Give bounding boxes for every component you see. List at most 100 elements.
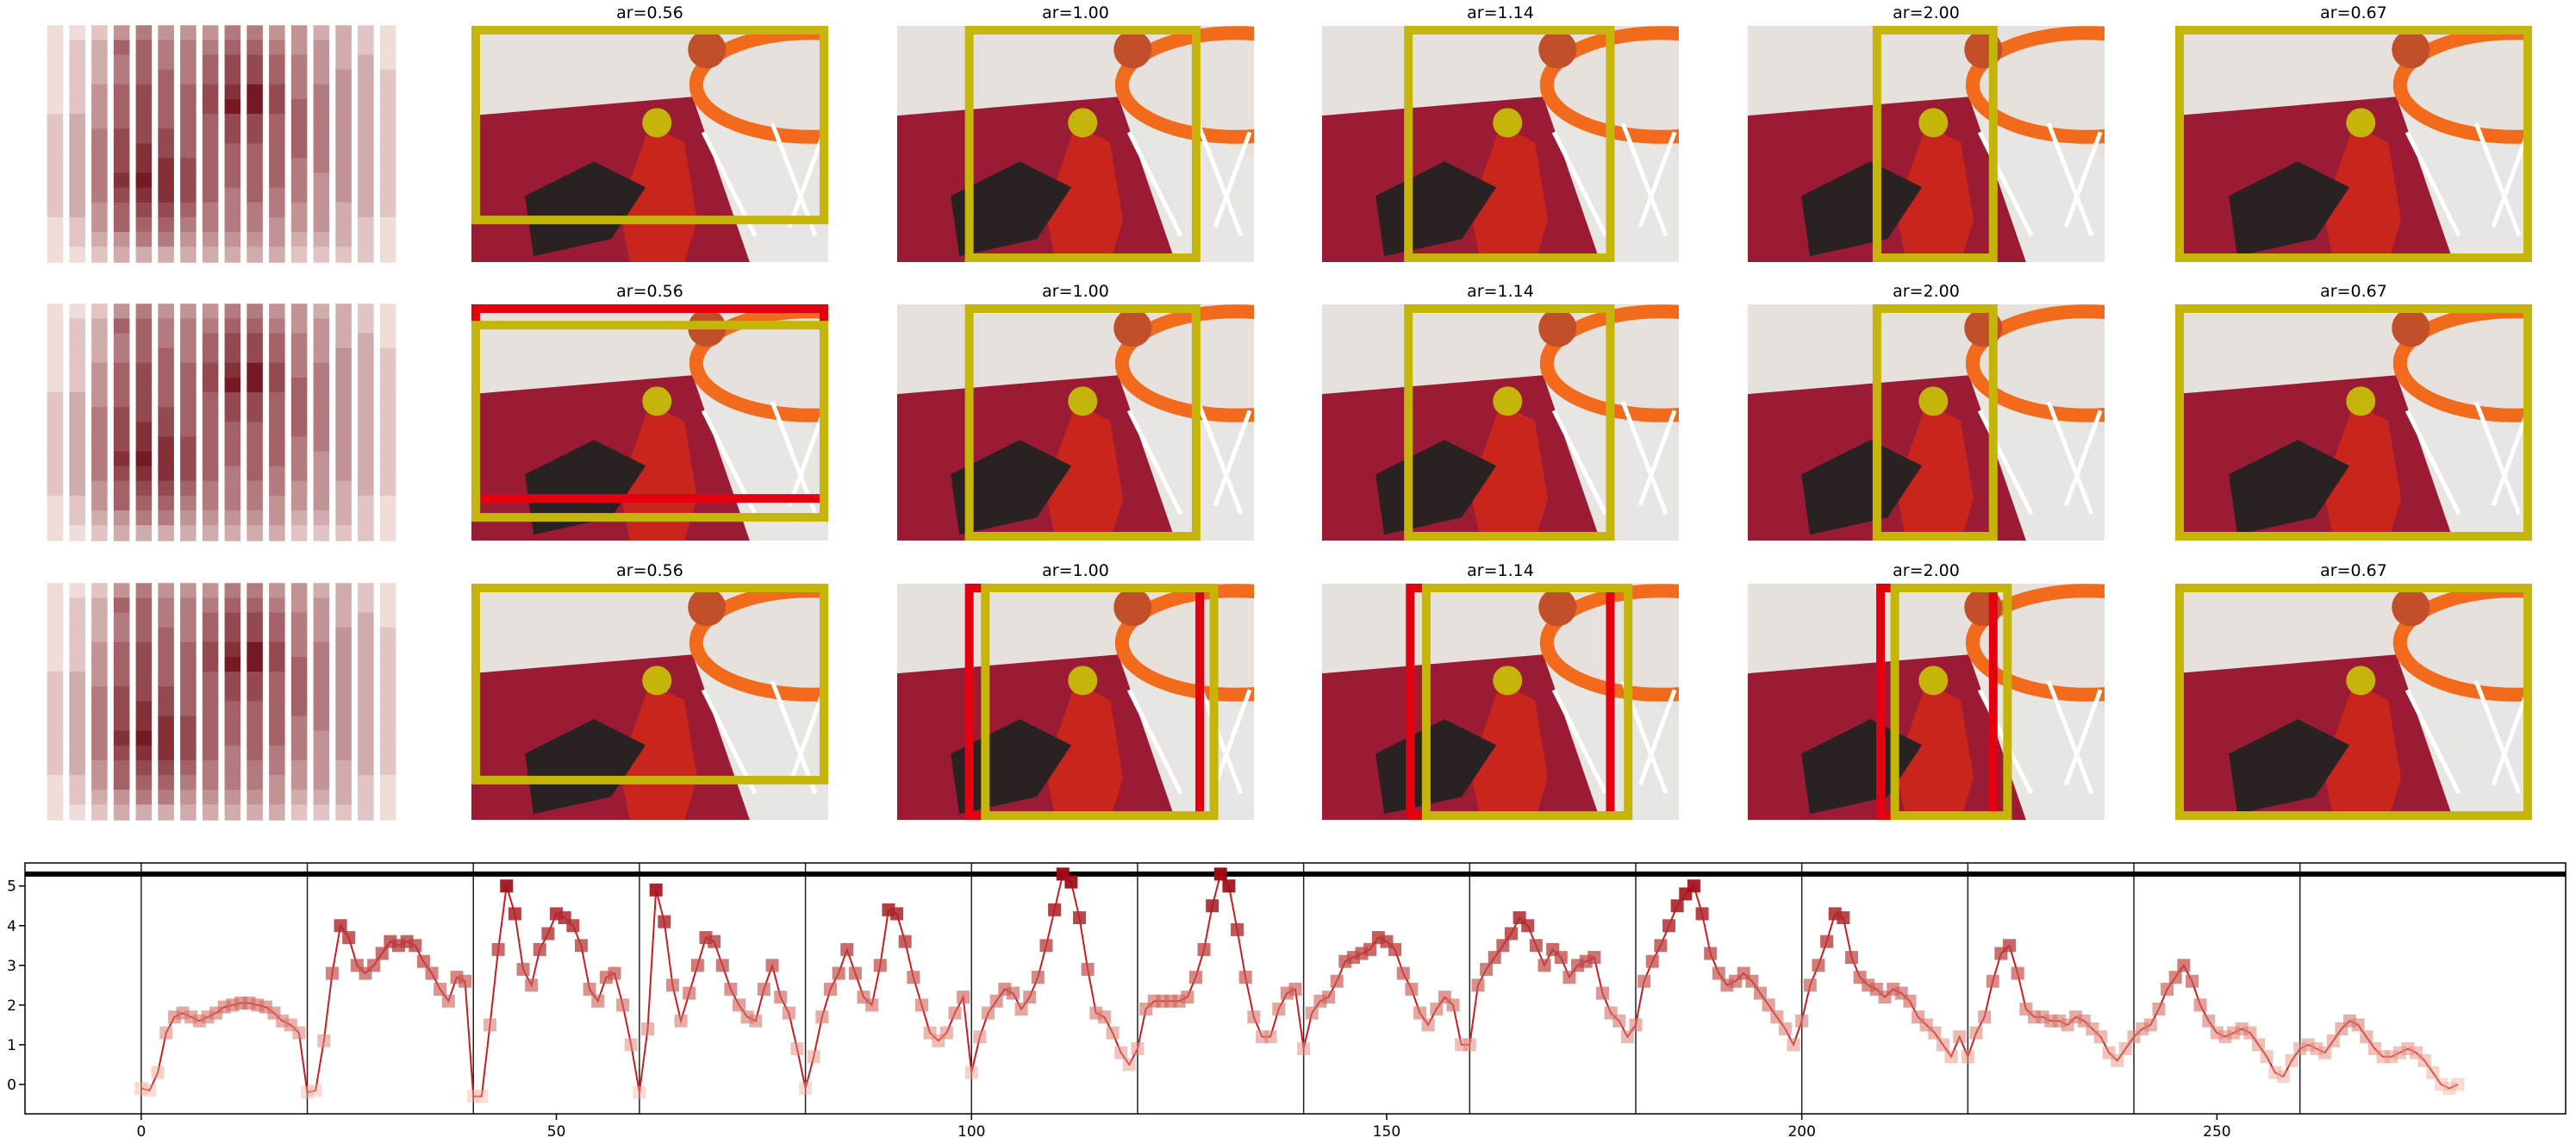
heatmap-cell xyxy=(91,672,108,688)
data-marker xyxy=(1421,1018,1435,1032)
heatmap xyxy=(47,583,396,821)
net xyxy=(2404,680,2530,795)
heatmap-cell xyxy=(91,774,108,791)
heatmap-cell xyxy=(113,202,130,219)
ball xyxy=(688,30,727,69)
data-marker xyxy=(416,954,430,968)
heatmap-cell xyxy=(379,128,396,145)
data-marker xyxy=(334,919,347,933)
heatmap-cell xyxy=(91,362,108,379)
heatmap-cell xyxy=(224,362,241,379)
data-marker xyxy=(508,907,521,921)
heatmap-cell xyxy=(113,716,130,732)
data-marker xyxy=(1014,1002,1028,1016)
heatmap-cell xyxy=(202,451,219,468)
panel-title: ar=2.00 xyxy=(1893,282,1960,301)
heatmap-cell xyxy=(202,422,219,438)
heatmap-cell xyxy=(246,247,263,263)
keypoint xyxy=(2346,108,2376,138)
heatmap-cell xyxy=(379,362,396,379)
data-marker xyxy=(541,927,555,941)
heatmap-cell xyxy=(47,612,64,629)
heatmap-cell xyxy=(379,641,396,659)
heatmap-cell xyxy=(335,716,352,732)
player xyxy=(620,125,697,262)
y-tick-label: 4 xyxy=(7,918,16,935)
heatmap-cell xyxy=(202,216,219,234)
heatmap-cell xyxy=(202,362,219,379)
heatmap-cell xyxy=(290,716,308,732)
heatmap-cell xyxy=(180,187,196,204)
data-marker xyxy=(491,942,505,956)
heatmap-cell xyxy=(113,686,130,703)
heatmap-cell xyxy=(180,656,196,673)
heatmap-cell xyxy=(290,525,308,541)
data-marker xyxy=(1953,1030,1967,1044)
heatmap-cell xyxy=(69,202,85,219)
x-tick-label: 150 xyxy=(1373,1123,1400,1141)
heatmap-cell xyxy=(358,69,374,86)
heatmap-cell xyxy=(379,84,396,101)
net xyxy=(1126,122,1252,237)
heatmap-cell xyxy=(180,760,196,777)
heatmap-cell xyxy=(358,745,374,762)
data-marker xyxy=(989,994,1003,1008)
heatmap-cell xyxy=(224,187,241,204)
heatmap-cell xyxy=(180,347,196,365)
data-marker xyxy=(1430,1002,1444,1016)
heatmap-cell xyxy=(269,54,285,72)
heatmap-cell xyxy=(47,730,64,747)
heatmap-cell xyxy=(69,158,85,174)
heatmap-cell xyxy=(335,247,352,263)
heatmap-cell xyxy=(358,84,374,101)
heatmap-cell xyxy=(224,716,241,732)
data-marker xyxy=(1770,1010,1784,1024)
data-marker xyxy=(733,998,746,1012)
heatmap-cell xyxy=(202,128,219,145)
heatmap-cell xyxy=(246,774,263,791)
heatmap-cell xyxy=(180,790,196,806)
panel-title: ar=0.67 xyxy=(2320,561,2387,580)
data-marker xyxy=(1064,875,1078,889)
heatmap-cell xyxy=(113,158,130,174)
data-marker xyxy=(2111,1053,2124,1067)
data-marker xyxy=(2202,1014,2216,1028)
photo xyxy=(471,26,828,262)
data-marker xyxy=(633,1085,646,1099)
heatmap-cell xyxy=(269,686,285,703)
heatmap-cell xyxy=(135,303,153,320)
heatmap-cell xyxy=(47,495,64,512)
heatmap-cell xyxy=(224,466,241,483)
heatmap-cell xyxy=(290,347,308,365)
heatmap-cell xyxy=(313,377,330,394)
heatmap-cell xyxy=(47,362,64,379)
heatmap-cell xyxy=(180,480,196,497)
heatmap-cell xyxy=(313,583,330,599)
heatmap-cell xyxy=(246,333,263,350)
heatmap-cell xyxy=(113,377,130,394)
heatmap-cell xyxy=(290,392,308,409)
heatmap-cell xyxy=(335,69,352,86)
heatmap-cell xyxy=(135,672,153,688)
heatmap-cell xyxy=(69,656,85,673)
heatmap-cell xyxy=(69,333,85,350)
data-marker xyxy=(715,959,729,972)
heatmap-cell xyxy=(335,84,352,101)
crop-box xyxy=(1872,304,1998,541)
court-floor-right xyxy=(1118,97,1254,262)
heatmap-cell xyxy=(202,760,219,777)
heatmap-cell xyxy=(379,480,396,497)
data-marker xyxy=(2185,974,2199,988)
heatmap-cell xyxy=(313,362,330,379)
heatmap-cell xyxy=(335,656,352,673)
heatmap-cell xyxy=(69,25,85,41)
heatmap-cell xyxy=(358,422,374,438)
heatmap-cell xyxy=(335,98,352,116)
heatmap-cell xyxy=(180,686,196,703)
heatmap-cell xyxy=(246,377,263,394)
heatmap-cell xyxy=(158,525,174,541)
heatmap-cell xyxy=(180,407,196,423)
heatmap-cell xyxy=(135,143,153,159)
heatmap-cell xyxy=(358,303,374,320)
ball xyxy=(2392,588,2430,627)
